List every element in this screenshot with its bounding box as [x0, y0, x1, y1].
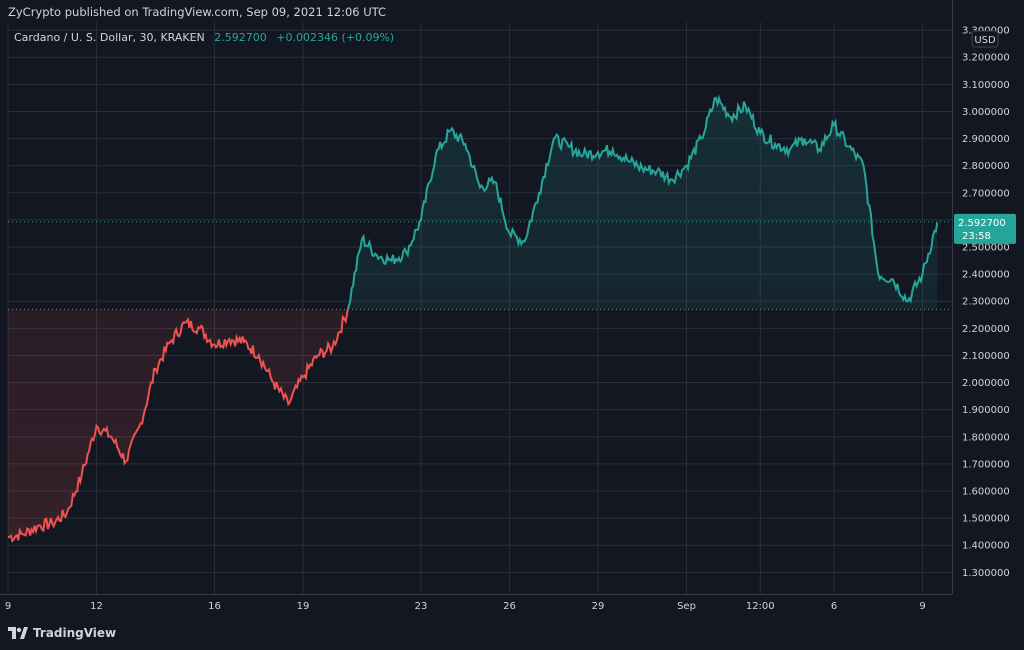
bar-countdown: 23:58 — [962, 231, 991, 242]
x-tick-label: 6 — [831, 601, 837, 612]
y-tick-label: 2.500000 — [962, 243, 1010, 254]
symbol-legend: Cardano / U. S. Dollar, 30, KRAKEN 2.592… — [14, 31, 394, 44]
y-tick-label: 2.700000 — [962, 188, 1010, 199]
currency-badge[interactable] — [971, 30, 999, 48]
x-tick-label: Sep — [677, 601, 696, 612]
y-tick-label: 3.000000 — [962, 107, 1010, 118]
x-tick-label: 9 — [5, 601, 11, 612]
x-tick-label: 29 — [592, 601, 605, 612]
y-tick-label: 2.100000 — [962, 351, 1010, 362]
time-axis[interactable]: 9 12 16 19 23 26 29 Sep 12:00 6 9 — [0, 594, 952, 613]
last-price-badge — [954, 213, 1016, 244]
x-tick-label: 16 — [208, 601, 221, 612]
currency-label: USD — [974, 35, 996, 46]
y-tick-label: 1.400000 — [962, 541, 1010, 552]
price-line-up — [346, 94, 939, 310]
y-tick-label: 1.800000 — [962, 432, 1010, 443]
x-tick-label: 12 — [90, 601, 103, 612]
last-price-value: 2.592700 — [214, 31, 267, 44]
y-tick-label: 3.200000 — [962, 53, 1010, 64]
y-tick-label: 1.300000 — [962, 568, 1010, 579]
price-markers: 2.592700 23:58 — [954, 213, 1016, 244]
x-tick-label: 19 — [297, 601, 310, 612]
y-tick-label: 2.800000 — [962, 161, 1010, 172]
price-line-down — [8, 309, 349, 543]
y-tick-label: 3.100000 — [962, 80, 1010, 91]
price-axis-bg — [952, 0, 1024, 596]
y-tick-label: 1.600000 — [962, 486, 1010, 497]
tradingview-brand-text: TradingView — [33, 626, 117, 640]
y-tick-label: 1.900000 — [962, 405, 1010, 416]
area-fill-above — [8, 97, 938, 310]
price-lines — [8, 94, 939, 543]
y-tick-label: 2.400000 — [962, 270, 1010, 281]
y-tick-label: 2.900000 — [962, 134, 1010, 145]
area-fill-below — [8, 309, 348, 541]
y-tick-label: 1.700000 — [962, 459, 1010, 470]
top-bar: ZyCrypto published on TradingView.com, S… — [0, 0, 1024, 24]
last-price-badge-value: 2.592700 — [958, 218, 1006, 229]
x-tick-label: 26 — [503, 601, 516, 612]
tradingview-footer[interactable]: TradingView — [8, 626, 116, 640]
baseline — [8, 221, 952, 310]
y-tick-label: 2.200000 — [962, 324, 1010, 335]
x-tick-label: 9 — [919, 601, 925, 612]
x-tick-label: 12:00 — [746, 601, 775, 612]
area-fills — [8, 97, 938, 541]
price-change-value: +0.002346 (+0.09%) — [276, 31, 395, 44]
x-tick-label: 23 — [415, 601, 428, 612]
price-axis[interactable]: 3.3000003.2000003.1000003.0000002.900000… — [952, 0, 1024, 596]
y-tick-label: 1.500000 — [962, 514, 1010, 525]
symbol-title: Cardano / U. S. Dollar, 30, KRAKEN — [14, 31, 205, 44]
y-tick-label: 2.300000 — [962, 297, 1010, 308]
published-by-text: ZyCrypto published on TradingView.com, S… — [8, 5, 387, 19]
y-tick-label: 2.000000 — [962, 378, 1010, 389]
tradingview-logo-icon — [8, 627, 28, 639]
